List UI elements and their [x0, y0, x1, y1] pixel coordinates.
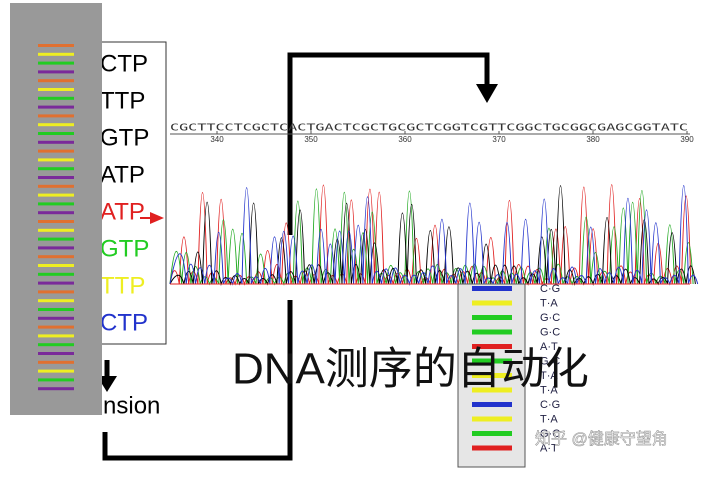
- base-pair: C·G: [540, 283, 560, 295]
- band: [38, 140, 74, 144]
- band: [38, 369, 74, 373]
- band: [38, 316, 74, 320]
- nucleotide: CTP: [100, 50, 148, 77]
- position-label: 350: [304, 135, 318, 144]
- band: [38, 44, 74, 47]
- band: [38, 184, 74, 188]
- base-pair: A·T: [540, 442, 558, 454]
- base-pair: A·T: [540, 341, 558, 353]
- nucleotide: TTP: [100, 87, 145, 114]
- nucleotide-list: CTP TTP GTP ATP ATP GTP TTP CTP: [100, 50, 149, 336]
- position-label: 360: [398, 135, 412, 144]
- band: [38, 308, 74, 311]
- band: [38, 176, 74, 179]
- nucleotide: GTP: [100, 235, 149, 262]
- band: [38, 246, 74, 250]
- band: [38, 378, 74, 382]
- band: [472, 300, 512, 306]
- band: [38, 96, 74, 100]
- band: [38, 211, 74, 215]
- band: [38, 387, 74, 391]
- strip-bands: [38, 44, 74, 391]
- band: [38, 290, 74, 294]
- band: [472, 416, 512, 422]
- tube-bands: [472, 286, 512, 451]
- band: [38, 255, 74, 259]
- band: [472, 344, 512, 349]
- watermark: 知乎 @健康守望角: [535, 430, 668, 448]
- band: [38, 88, 74, 91]
- band: [38, 228, 74, 232]
- band: [38, 61, 74, 65]
- band: [472, 445, 512, 451]
- band: [38, 343, 74, 347]
- band: [38, 79, 74, 83]
- title: DNA测序的自动化: [232, 345, 589, 394]
- band: [38, 193, 74, 197]
- band: [38, 237, 74, 241]
- band: [38, 52, 74, 56]
- position-label: 390: [680, 135, 694, 144]
- band: [38, 167, 74, 171]
- base-pair: G·C: [540, 355, 560, 367]
- arrowhead: [150, 212, 164, 224]
- base-pair: T·A: [540, 384, 558, 396]
- band: [472, 358, 512, 364]
- arrowhead: [476, 84, 498, 103]
- band: [38, 352, 74, 355]
- arrow-line: [102, 300, 293, 461]
- band: [472, 431, 512, 436]
- nucleotide: GTP: [100, 124, 149, 151]
- band: [38, 220, 74, 223]
- position-label: 380: [586, 135, 600, 144]
- band: [38, 272, 74, 276]
- position-ruler: 340 350 360 370 380 390: [210, 131, 694, 144]
- nucleotide: CTP: [100, 309, 148, 336]
- band: [472, 373, 512, 378]
- trace-line: [169, 185, 696, 286]
- band: [38, 123, 74, 127]
- base-pair: G·C: [540, 312, 560, 324]
- band: [472, 315, 512, 320]
- band: [38, 299, 74, 303]
- base-pair: G·C: [540, 428, 560, 440]
- band: [472, 329, 512, 335]
- base-pair: T·A: [540, 413, 558, 425]
- band: [38, 158, 74, 162]
- arrow-line: [287, 52, 490, 235]
- nucleotide: ATP: [100, 198, 145, 225]
- base-pair: T·A: [540, 297, 558, 309]
- band: [472, 387, 512, 393]
- band: [38, 105, 74, 109]
- band: [38, 132, 74, 135]
- band: [38, 264, 74, 267]
- base-pair: T·A: [540, 370, 558, 382]
- band: [38, 334, 74, 338]
- base-pair: G·C: [540, 326, 560, 338]
- band: [38, 114, 74, 118]
- band: [38, 149, 74, 153]
- position-label: 370: [492, 135, 506, 144]
- base-pair: C·G: [540, 399, 560, 411]
- band: [38, 325, 74, 329]
- position-label: 340: [210, 135, 224, 144]
- base-pair-list: C·G T·A G·C G·C A·T G·C T·A T·A C·G T·A G·C A·T: [540, 283, 560, 455]
- band: [38, 70, 74, 74]
- band: [38, 360, 74, 364]
- nucleotide: TTP: [100, 272, 145, 299]
- band: [472, 402, 512, 407]
- nucleotide: ATP: [100, 161, 145, 188]
- sequence: CGCTTCCTCGCTCACTGACTCGCTGCGCTCGGTCGTTCGG…: [170, 123, 688, 134]
- band: [38, 281, 74, 285]
- band: [472, 286, 512, 291]
- band: [38, 202, 74, 206]
